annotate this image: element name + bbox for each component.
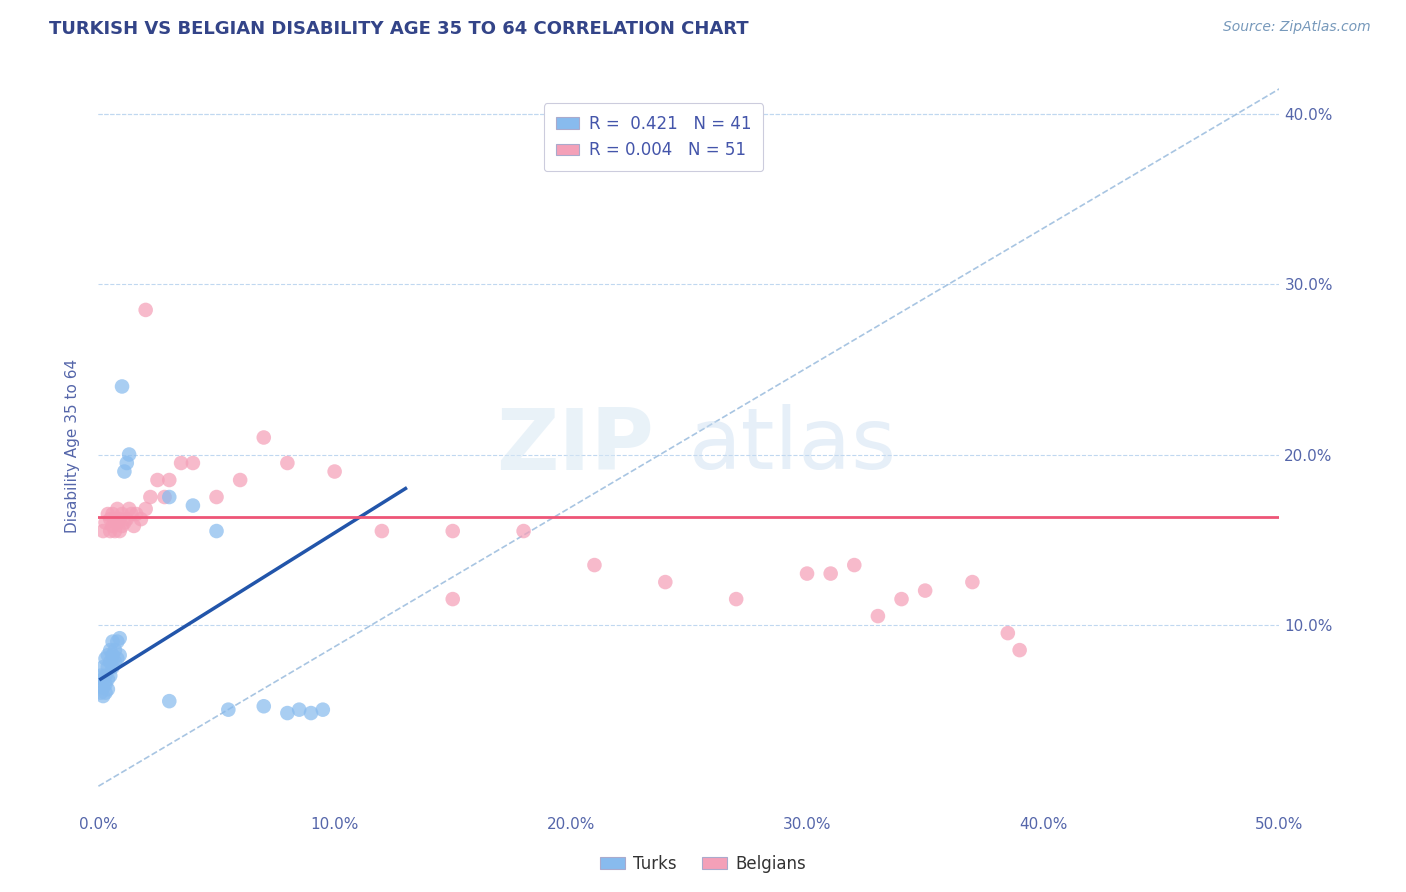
Point <box>312 703 335 717</box>
Point <box>91 660 114 674</box>
Text: ZIP: ZIP <box>496 404 654 488</box>
Point <box>97 648 120 663</box>
Point <box>98 668 121 682</box>
Point <box>97 507 120 521</box>
Point <box>129 512 152 526</box>
Point <box>98 643 121 657</box>
Point <box>91 681 114 695</box>
Point <box>217 703 239 717</box>
Point <box>962 575 984 590</box>
Point <box>97 672 120 686</box>
Text: TURKISH VS BELGIAN DISABILITY AGE 35 TO 64 CORRELATION CHART: TURKISH VS BELGIAN DISABILITY AGE 35 TO … <box>49 20 749 37</box>
Point <box>104 655 127 669</box>
Point <box>90 668 112 682</box>
Point <box>105 634 128 648</box>
Point <box>108 648 131 663</box>
Point <box>181 456 204 470</box>
Point <box>94 668 117 682</box>
Point <box>91 689 114 703</box>
Text: Source: ZipAtlas.com: Source: ZipAtlas.com <box>1223 20 1371 34</box>
Point <box>94 651 117 665</box>
Point <box>118 502 141 516</box>
Point <box>157 694 180 708</box>
Point <box>157 490 180 504</box>
Point <box>101 648 124 663</box>
Point <box>98 655 121 669</box>
Point <box>157 473 180 487</box>
Point <box>108 524 131 538</box>
Point <box>94 677 117 691</box>
Point <box>98 524 121 538</box>
Point <box>654 575 676 590</box>
Legend: R =  0.421   N = 41, R = 0.004   N = 51: R = 0.421 N = 41, R = 0.004 N = 51 <box>544 103 763 171</box>
Point <box>94 516 117 530</box>
Point <box>94 686 117 700</box>
Point <box>104 512 127 526</box>
Point <box>115 512 138 526</box>
Point <box>104 524 127 538</box>
Point <box>91 672 114 686</box>
Point <box>299 706 322 720</box>
Point <box>253 699 276 714</box>
Point <box>583 558 606 572</box>
Point <box>112 465 135 479</box>
Point <box>205 524 228 538</box>
Point <box>105 502 128 516</box>
Point <box>229 473 252 487</box>
Point <box>122 519 145 533</box>
Point <box>796 566 818 581</box>
Point <box>104 643 127 657</box>
Point <box>125 507 148 521</box>
Point <box>288 703 311 717</box>
Point <box>105 651 128 665</box>
Point <box>253 430 276 444</box>
Point <box>323 465 346 479</box>
Point <box>1008 643 1031 657</box>
Point <box>205 490 228 504</box>
Point <box>97 660 120 674</box>
Point <box>512 524 534 538</box>
Point <box>153 490 176 504</box>
Point <box>146 473 169 487</box>
Point <box>111 379 134 393</box>
Point <box>276 706 298 720</box>
Point <box>98 512 121 526</box>
Point <box>820 566 842 581</box>
Point <box>108 631 131 645</box>
Point <box>997 626 1019 640</box>
Point <box>101 507 124 521</box>
Point <box>890 592 912 607</box>
Point <box>101 519 124 533</box>
Point <box>97 682 120 697</box>
Point <box>135 502 157 516</box>
Point <box>844 558 866 572</box>
Point <box>135 302 157 317</box>
Point <box>108 512 131 526</box>
Point <box>90 677 112 691</box>
Point <box>90 686 112 700</box>
Point <box>121 507 143 521</box>
Point <box>139 490 162 504</box>
Point <box>371 524 394 538</box>
Point <box>914 583 936 598</box>
Point <box>118 448 141 462</box>
Point <box>101 660 124 674</box>
Point <box>170 456 193 470</box>
Point <box>276 456 298 470</box>
Point <box>115 456 138 470</box>
Legend: Turks, Belgians: Turks, Belgians <box>593 848 813 880</box>
Point <box>866 609 889 624</box>
Point <box>111 519 134 533</box>
Point <box>725 592 748 607</box>
Y-axis label: Disability Age 35 to 64: Disability Age 35 to 64 <box>65 359 80 533</box>
Point <box>441 524 464 538</box>
Point <box>105 516 128 530</box>
Point <box>112 516 135 530</box>
Point <box>101 634 124 648</box>
Text: atlas: atlas <box>689 404 897 488</box>
Point <box>111 507 134 521</box>
Point <box>441 592 464 607</box>
Point <box>91 524 114 538</box>
Point <box>181 499 204 513</box>
